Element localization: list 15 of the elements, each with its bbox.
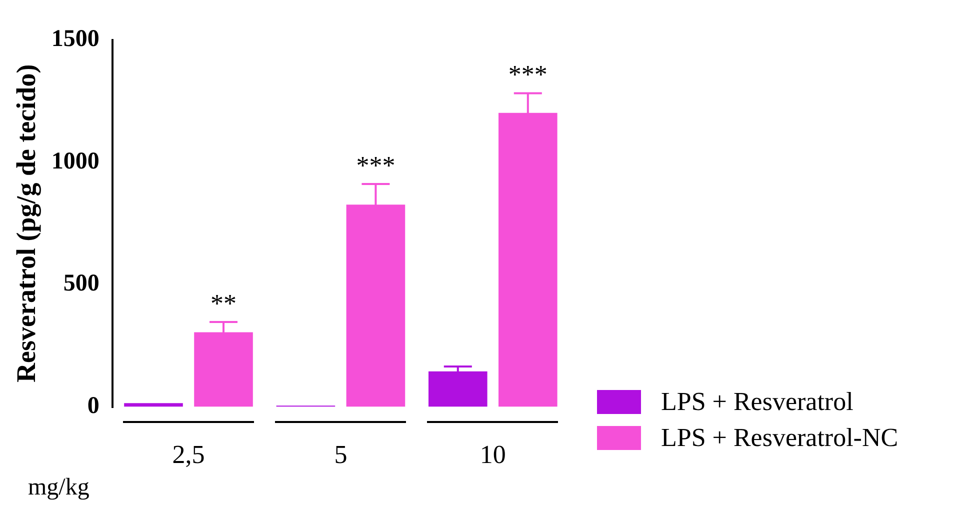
legend-label: LPS + Resveratrol-NC — [661, 423, 898, 453]
y-tick-label: 0 — [87, 393, 100, 420]
x-axis-title: mg/kg — [28, 474, 90, 500]
y-tick-label: 500 — [63, 270, 100, 297]
bar — [124, 403, 183, 407]
x-tick-label: 10 — [480, 440, 506, 470]
annotation: *** — [356, 150, 396, 180]
x-tick-label: 5 — [334, 440, 348, 470]
y-tick-label: 1500 — [51, 26, 100, 52]
annotation: ** — [210, 288, 237, 318]
y-axis-title: Resveratrol (pg/g de tecido) — [11, 64, 42, 382]
x-tick-label: 2,5 — [172, 440, 205, 470]
y-tick-label: 1000 — [51, 148, 100, 174]
annotation: *** — [508, 60, 548, 90]
legend-label: LPS + Resveratrol — [661, 387, 854, 417]
